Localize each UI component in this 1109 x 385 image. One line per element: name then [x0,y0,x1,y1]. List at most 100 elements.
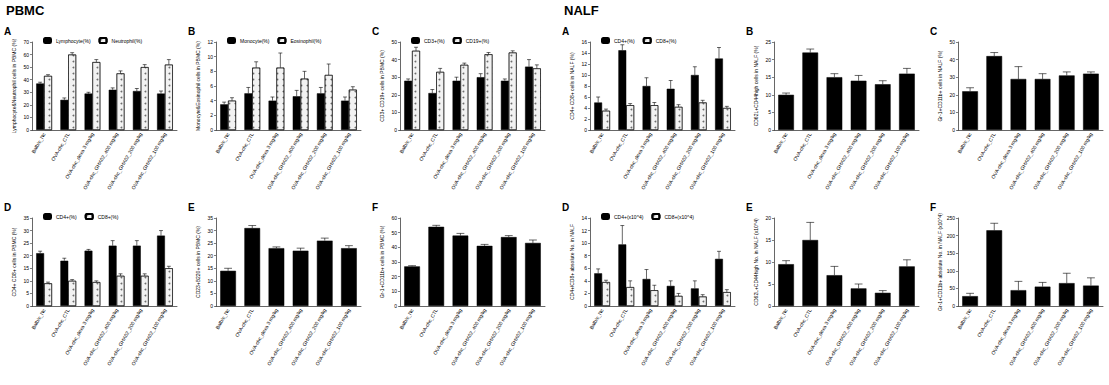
svg-text:10: 10 [391,288,397,294]
svg-text:Lymphocyte&Neutrophil cells in: Lymphocyte&Neutrophil cells in PBMC (%) [11,38,17,133]
svg-text:B: B [188,26,195,37]
svg-text:20: 20 [23,253,29,259]
svg-text:4: 4 [584,278,587,284]
svg-text:10: 10 [765,259,771,265]
svg-text:30: 30 [23,228,29,234]
svg-text:10: 10 [391,109,397,115]
svg-text:2: 2 [584,290,587,296]
svg-text:A: A [562,26,569,37]
svg-text:5: 5 [26,290,29,296]
svg-text:0: 0 [768,127,771,133]
svg-text:CD62L+CD44high cells in NALF (: CD62L+CD44high cells in NALF (%) [753,45,759,126]
svg-text:10: 10 [949,109,955,115]
svg-text:15: 15 [765,237,771,243]
svg-text:20: 20 [391,92,397,98]
svg-text:0: 0 [952,303,955,309]
svg-text:OVA-chc_GHX02_100 mg/kg: OVA-chc_GHX02_100 mg/kg [498,307,536,366]
svg-text:10: 10 [23,278,29,284]
svg-text:14: 14 [581,50,587,56]
svg-text:4: 4 [210,98,213,104]
svg-text:15: 15 [765,74,771,80]
svg-text:4: 4 [584,105,587,111]
svg-text:OVA-chc_CTL: OVA-chc_CTL [50,307,71,338]
svg-text:0: 0 [394,303,397,309]
svg-text:CD4+(x10^4): CD4+(x10^4) [614,214,644,220]
svg-text:Neutrophil(%): Neutrophil(%) [112,38,143,44]
svg-text:D: D [562,202,569,213]
svg-text:20: 20 [765,215,771,221]
svg-text:OVA-chc_CTL: OVA-chc_CTL [792,307,813,338]
svg-text:B: B [746,26,753,37]
svg-text:OVA-chc_GHX02_100 mg/kg: OVA-chc_GHX02_100 mg/kg [130,307,168,366]
svg-text:5: 5 [210,290,213,296]
svg-text:10: 10 [23,114,29,120]
svg-text:6: 6 [210,83,213,89]
svg-text:OVA-chc_GHX02_100 mg/kg: OVA-chc_GHX02_100 mg/kg [1056,307,1094,366]
svg-text:Balb/c_Nc: Balb/c_Nc [214,131,231,154]
svg-text:6: 6 [584,265,587,271]
svg-text:CD3+ CD19+ cells in PBMC (%): CD3+ CD19+ cells in PBMC (%) [379,50,385,122]
svg-text:20: 20 [765,57,771,63]
svg-text:50: 50 [23,64,29,70]
svg-text:Balb/c_Nc: Balb/c_Nc [588,131,605,154]
svg-text:PBMC: PBMC [6,3,45,18]
svg-text:8: 8 [210,68,213,74]
svg-text:50: 50 [949,39,955,45]
svg-text:14: 14 [581,215,587,221]
svg-text:OVA-chc_GHX02_100 mg/kg: OVA-chc_GHX02_100 mg/kg [1056,131,1094,190]
svg-text:OVA-chc_CTL: OVA-chc_CTL [792,131,813,162]
svg-text:D: D [4,202,11,213]
svg-text:6: 6 [584,94,587,100]
svg-text:8: 8 [584,83,587,89]
svg-text:A: A [4,26,11,37]
svg-text:2: 2 [210,112,213,118]
svg-text:5: 5 [768,281,771,287]
svg-text:Monocyte(%): Monocyte(%) [240,38,270,44]
svg-text:35: 35 [23,215,29,221]
svg-text:Monocyte&Eosinophil cells in P: Monocyte&Eosinophil cells in PBMC (%) [195,41,201,131]
svg-text:200: 200 [947,233,956,239]
svg-text:8: 8 [584,253,587,259]
svg-text:30: 30 [949,74,955,80]
svg-text:20: 20 [23,102,29,108]
svg-text:CD23+B220+ cells in PBMC (%): CD23+B220+ cells in PBMC (%) [195,226,201,298]
svg-text:CD62L+CD44high No. in NALF (x1: CD62L+CD44high No. in NALF (x10^4) [753,218,759,306]
svg-text:15: 15 [207,265,213,271]
svg-text:10: 10 [581,240,587,246]
svg-text:Balb/c_Nc: Balb/c_Nc [772,307,789,330]
svg-text:Balb/c_Nc: Balb/c_Nc [398,131,415,154]
svg-text:16: 16 [581,39,587,45]
svg-text:F: F [930,202,936,213]
svg-text:0: 0 [394,127,397,133]
svg-text:0: 0 [26,127,29,133]
svg-text:Balb/c_Nc: Balb/c_Nc [398,307,415,330]
svg-text:250: 250 [947,215,956,221]
svg-text:Eosinophil(%): Eosinophil(%) [290,38,321,44]
svg-text:CD19+(%): CD19+(%) [466,38,490,44]
svg-text:CD4+(%): CD4+(%) [614,38,635,44]
svg-text:OVA-chc_GHX02_100 mg/kg: OVA-chc_GHX02_100 mg/kg [314,307,352,366]
svg-text:60: 60 [391,215,397,221]
svg-text:25: 25 [23,240,29,246]
svg-text:Lymphocyte(%): Lymphocyte(%) [56,38,91,44]
svg-text:5: 5 [768,109,771,115]
svg-text:NALF: NALF [564,3,599,18]
svg-text:50: 50 [391,39,397,45]
svg-text:CD4+/CD8+ absolute No. in NALF: CD4+/CD8+ absolute No. in NALF [569,224,575,300]
svg-text:0: 0 [584,303,587,309]
svg-text:CD8+(%): CD8+(%) [656,38,677,44]
svg-text:CD8+(%): CD8+(%) [98,214,119,220]
svg-text:25: 25 [207,240,213,246]
svg-text:40: 40 [391,57,397,63]
svg-text:0: 0 [210,303,213,309]
svg-text:30: 30 [391,74,397,80]
svg-text:10: 10 [581,72,587,78]
svg-text:25: 25 [765,39,771,45]
svg-text:OVA-chc_CTL: OVA-chc_CTL [50,131,71,162]
svg-text:Balb/c_Nc: Balb/c_Nc [30,307,47,330]
svg-text:40: 40 [391,244,397,250]
svg-text:E: E [188,202,195,213]
svg-text:OVA-chc_CTL: OVA-chc_CTL [418,131,439,162]
svg-text:30: 30 [23,89,29,95]
svg-text:OVA-chc_CTL: OVA-chc_CTL [608,131,629,162]
